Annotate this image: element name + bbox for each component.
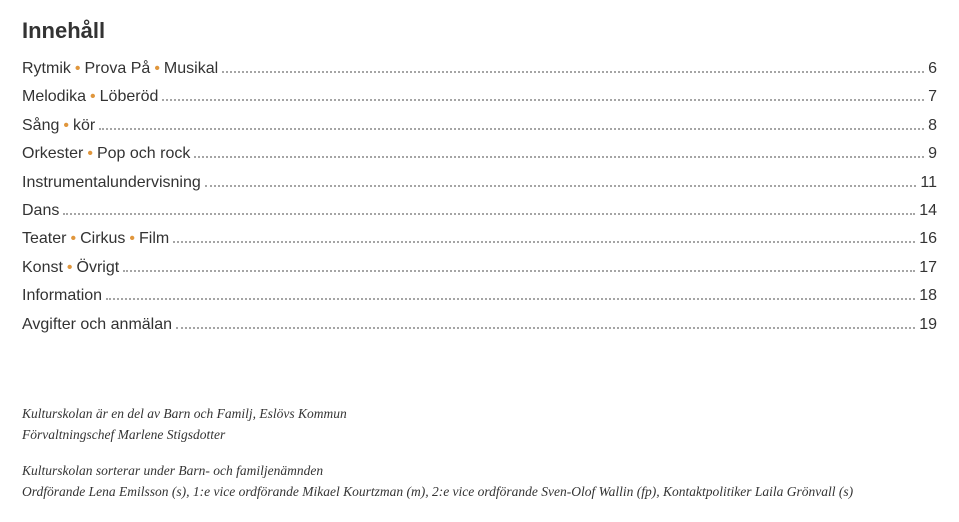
toc-label: Melodika•Löberöd [22,86,158,108]
toc-label-part: Dans [22,202,59,219]
toc-row: Orkester•Pop och rock 9 [22,143,937,165]
credits-line: Förvaltningschef Marlene Stigsdotter [22,425,937,445]
toc-row: Teater•Cirkus•Film16 [22,228,937,250]
toc-leader-dots [99,128,924,130]
toc-label: Sång•kör [22,115,95,137]
toc-label-part: Cirkus [80,230,125,247]
credits-block: Kulturskolan är en del av Barn och Famil… [22,404,937,504]
toc-row: Information 18 [22,285,937,307]
toc-row: Avgifter och anmälan 19 [22,314,937,336]
toc-label-part: Orkester [22,145,83,162]
toc-label-part: kör [73,117,95,134]
toc-label: Rytmik•Prova På•Musikal [22,58,218,80]
toc-label: Instrumentalundervisning [22,172,201,194]
toc-page-number: 18 [919,285,937,307]
toc-leader-dots [162,99,924,101]
credits-line: Kulturskolan är en del av Barn och Famil… [22,404,937,424]
bullet-separator: • [129,230,135,247]
toc-label-part: Musikal [164,60,218,77]
toc-label-part: Teater [22,230,66,247]
toc-leader-dots [173,241,915,243]
toc-page-number: 9 [928,143,937,165]
toc-page-number: 19 [919,314,937,336]
toc-label: Avgifter och anmälan [22,314,172,336]
toc-label-part: Rytmik [22,60,71,77]
toc-leader-dots [194,156,924,158]
toc-label-part: Övrigt [77,259,120,276]
toc-page-number: 11 [920,172,937,194]
toc-row: Rytmik•Prova På•Musikal6 [22,58,937,80]
toc-label-part: Pop och rock [97,145,190,162]
toc-label-part: Konst [22,259,63,276]
toc-label-part: Information [22,287,102,304]
toc-label-part: Instrumentalundervisning [22,174,201,191]
toc-label-part: Avgifter och anmälan [22,316,172,333]
toc-label: Dans [22,200,59,222]
table-of-contents: Rytmik•Prova På•Musikal6Melodika•Löberöd… [22,58,937,336]
bullet-separator: • [87,145,93,162]
credits-line: Kulturskolan sorterar under Barn- och fa… [22,461,937,481]
bullet-separator: • [67,259,73,276]
toc-label-part: Sång [22,117,59,134]
toc-label: Information [22,285,102,307]
toc-page-number: 17 [919,257,937,279]
bullet-separator: • [70,230,76,247]
toc-row: Konst•Övrigt 17 [22,257,937,279]
toc-row: Instrumentalundervisning 11 [22,172,937,194]
toc-leader-dots [106,298,915,300]
toc-leader-dots [176,327,915,329]
bullet-separator: • [63,117,69,134]
toc-row: Dans 14 [22,200,937,222]
toc-label-part: Prova På [85,60,151,77]
bullet-separator: • [154,60,160,77]
bullet-separator: • [75,60,81,77]
toc-leader-dots [63,213,915,215]
credits-line: Ordförande Lena Emilsson (s), 1:e vice o… [22,482,937,502]
toc-label: Teater•Cirkus•Film [22,228,169,250]
toc-row: Melodika•Löberöd 7 [22,86,937,108]
toc-label-part: Löberöd [100,88,159,105]
toc-page-number: 14 [919,200,937,222]
toc-label: Konst•Övrigt [22,257,119,279]
toc-label: Orkester•Pop och rock [22,143,190,165]
bullet-separator: • [90,88,96,105]
toc-page-number: 7 [928,86,937,108]
toc-leader-dots [123,270,915,272]
page-title: Innehåll [22,18,937,44]
toc-label-part: Melodika [22,88,86,105]
toc-page-number: 16 [919,228,937,250]
toc-row: Sång•kör 8 [22,115,937,137]
toc-leader-dots [205,185,917,187]
toc-leader-dots [222,71,924,73]
toc-label-part: Film [139,230,169,247]
toc-page-number: 6 [928,58,937,80]
toc-page-number: 8 [928,115,937,137]
